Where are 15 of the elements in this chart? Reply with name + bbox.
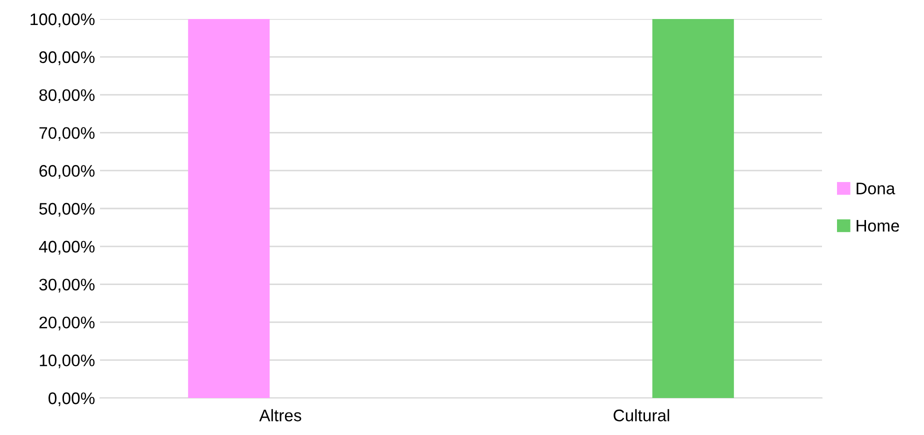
y-tick-label: 100,00% — [30, 13, 95, 28]
x-tick-label: Altres — [259, 409, 302, 422]
y-tick-label: 30,00% — [39, 278, 95, 292]
y-tick-label: 0,00% — [48, 392, 95, 406]
y-tick-label: 50,00% — [39, 202, 95, 217]
legend-label: Dona — [856, 182, 896, 194]
y-tick-label: 80,00% — [39, 89, 95, 103]
y-tick-label: 90,00% — [39, 51, 95, 66]
y-tick-label: 70,00% — [39, 127, 95, 141]
legend-label: Home — [856, 220, 900, 232]
x-tick-label: Cultural — [614, 409, 670, 422]
y-tick-label: 20,00% — [39, 316, 95, 330]
y-tick-label: 10,00% — [40, 354, 95, 368]
y-tick-label: 60,00% — [39, 165, 95, 179]
y-tick-label: 40,00% — [39, 240, 95, 255]
